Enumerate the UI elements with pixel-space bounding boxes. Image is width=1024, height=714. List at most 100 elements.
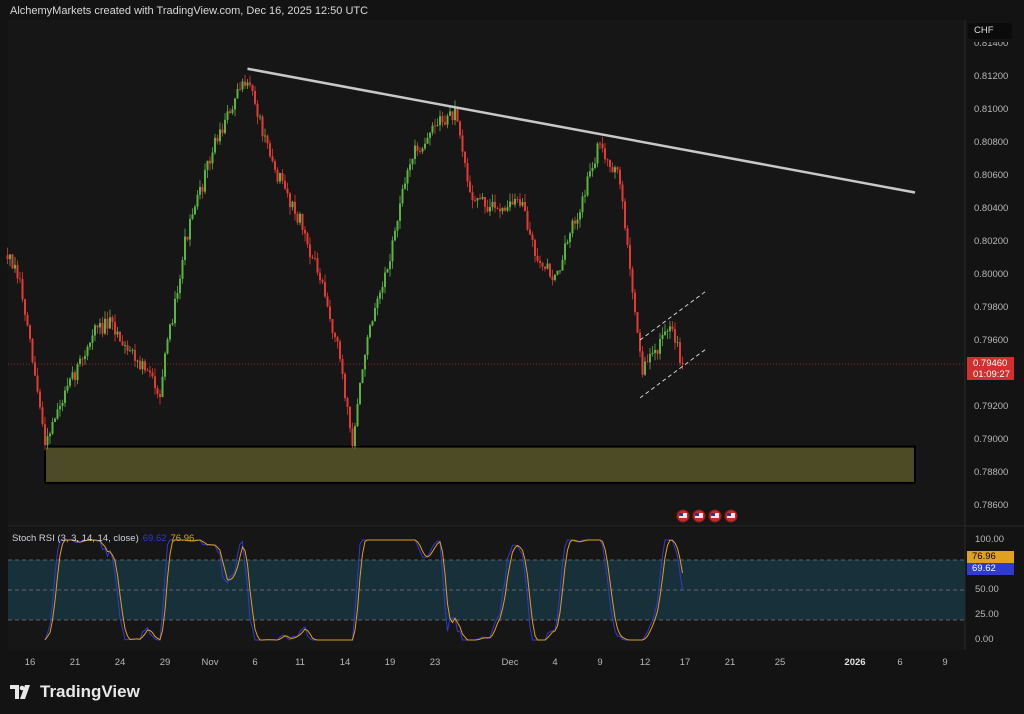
candle-body [246,82,249,86]
candle-body [486,206,489,212]
candle-body [94,325,96,336]
candle-body [619,169,621,185]
indicator-legend[interactable]: Stoch RSI (3, 3, 14, 14, close) 69.62 76.9… [12,533,194,544]
candle-body [214,137,216,153]
candle-body [54,418,56,422]
candle-body [621,184,624,202]
candle-body [399,203,401,222]
candle-body [539,260,541,263]
tradingview-logo[interactable]: TradingView [10,682,140,702]
candle-body [86,346,89,356]
candle-body [226,111,229,120]
candle-body [194,206,196,215]
candle-body [11,254,14,269]
candle-body [554,274,556,280]
candle-body [521,202,524,206]
candle-body [336,337,339,342]
candle-body [301,213,304,230]
candle-body [304,229,306,234]
candle-body [426,137,429,144]
candle-body [456,107,459,122]
support-zone [44,445,916,484]
candle-body [461,135,464,152]
candle-body [416,145,419,152]
candle-body [509,201,511,208]
time-tick-label: 9 [597,657,603,668]
candles [6,74,684,451]
candle-body [339,341,341,360]
candle-body [559,270,561,272]
candle-body [576,219,579,224]
price-tick-label: 0.79000 [974,434,1009,445]
candle-body [464,151,466,164]
candle-body [381,287,384,293]
candle-body [371,321,374,326]
currency-button[interactable]: CHF [968,23,1012,39]
candle-body [204,169,206,192]
candle-body [659,339,661,354]
candle-body [19,278,21,280]
candle-body [681,362,684,365]
candle-body [446,115,449,125]
candle-body [224,119,226,134]
candle-body [484,196,486,207]
candle-body [611,167,614,173]
time-tick-label: 17 [679,657,691,668]
candle-body [221,129,224,134]
time-tick-label: Nov [201,657,219,668]
candle-body [396,221,399,231]
candle-body [24,299,26,315]
indicator-tick-label: 0.00 [975,634,994,645]
candle-body [91,335,94,343]
candle-body [291,201,294,208]
candle-body [636,312,639,333]
candle-body [119,331,121,342]
candle-body [449,111,451,116]
candle-body [264,135,266,137]
candle-body [571,220,574,234]
candle-body [376,298,379,309]
candle-body [544,266,546,269]
candle-body [404,183,406,189]
candle-body [504,207,506,211]
stoch-d-line [44,539,683,641]
us-flag-icon[interactable] [724,509,738,523]
candle-body [406,170,409,184]
candle-body [656,349,659,354]
candle-body [311,257,314,259]
candle-body [506,207,509,211]
candle-body [566,242,569,244]
candle-body [319,272,321,281]
candle-body [614,167,616,173]
price-pane[interactable] [8,20,965,525]
candle-body [269,143,271,157]
candle-body [331,319,334,333]
candle-body [529,229,531,235]
candle-body [666,331,669,332]
time-tick-label: 4 [552,657,558,668]
candle-body [84,355,86,360]
price-tick-label: 0.80600 [974,170,1009,181]
candle-body [511,201,514,205]
candle-body [9,254,11,260]
candle-body [191,214,194,219]
time-tick-label: 16 [24,657,36,668]
candle-body [144,361,146,371]
candle-body [549,263,551,277]
candle-body [171,323,174,325]
us-flag-icon[interactable] [692,509,706,523]
candle-body [536,255,539,261]
candle-body [481,196,484,199]
us-flag-icon[interactable] [676,509,690,523]
candle-body [211,152,214,164]
candle-body [124,345,126,346]
candle-body [524,202,526,212]
last-price: 0.79460 [973,358,1008,369]
candle-body [186,236,189,240]
candle-body [466,163,469,182]
candle-body [89,342,91,347]
candle-body [146,370,149,372]
us-flag-icon[interactable] [708,509,722,523]
candle-body [564,243,566,260]
